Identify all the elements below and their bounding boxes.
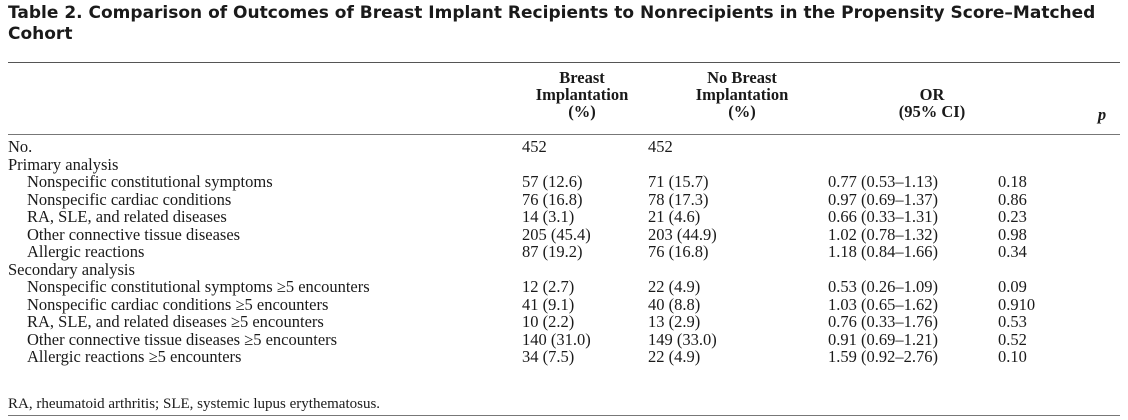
row-label: RA, SLE, and related diseases ≥5 encount…: [27, 312, 324, 331]
breast-implantation-value: 76 (16.8): [522, 189, 583, 209]
header-p: p: [1097, 105, 1107, 124]
no-breast-implantation-value: [648, 261, 828, 279]
row-label: Other connective tissue diseases ≥5 enco…: [27, 329, 338, 349]
p-value: 0.09: [998, 277, 1027, 296]
or-ci-value: 0.91 (0.69–1.21): [828, 329, 938, 349]
row-label: Nonspecific cardiac conditions ≥5 encoun…: [27, 294, 329, 314]
breast-implantation-value: 12 (2.7): [522, 277, 575, 296]
p-value: 0.98: [998, 224, 1027, 244]
table-row: Other connective tissue diseases 205 (45.…: [8, 224, 1078, 244]
no-breast-implantation-value: 40 (8.8): [648, 294, 701, 314]
table-row: No. 452 452: [8, 138, 1078, 156]
p-value: [998, 138, 1078, 156]
breast-implantation-value: 41 (9.1): [522, 294, 575, 314]
no-breast-implantation-value: 21 (4.6): [648, 207, 701, 226]
table-row: Other connective tissue diseases ≥5 enco…: [8, 329, 1078, 349]
p-value: 0.23: [998, 207, 1027, 226]
table-row: Nonspecific cardiac conditions ≥5 encoun…: [8, 294, 1078, 314]
breast-implantation-value: 140 (31.0): [522, 329, 591, 349]
header-or: OR (95% CI): [862, 86, 1002, 120]
header-line: (%): [728, 102, 756, 121]
table-row: Primary analysis: [8, 154, 1078, 174]
breast-implantation-value: 34 (7.5): [522, 347, 575, 366]
row-label: Nonspecific constitutional symptoms: [27, 172, 273, 191]
breast-implantation-value: 205 (45.4): [522, 224, 591, 244]
or-ci-value: 1.03 (0.65–1.62): [828, 294, 938, 314]
breast-implantation-value: 10 (2.2): [522, 312, 575, 331]
or-ci-value: 0.77 (0.53–1.13): [828, 172, 938, 191]
bottom-rule: [8, 415, 1120, 416]
or-ci-value: [828, 138, 998, 156]
table-row: Allergic reactions 87 (19.2) 76 (16.8) 1.18…: [8, 243, 1078, 261]
p-value: 0.34: [998, 242, 1027, 261]
or-ci-value: 0.66 (0.33–1.31): [828, 207, 938, 226]
footnote: RA, rheumatoid arthritis; SLE, systemic …: [8, 396, 381, 412]
no-breast-implantation-value: 78 (17.3): [648, 189, 709, 209]
or-ci-value: 0.53 (0.26–1.09): [828, 277, 938, 296]
p-value: 0.18: [998, 172, 1027, 191]
breast-implantation-value: [522, 261, 648, 279]
p-value: 0.10: [998, 347, 1027, 366]
header-line: (%): [568, 102, 596, 121]
header-rule: [8, 134, 1120, 135]
no-breast-implantation-value: 76 (16.8): [648, 242, 709, 261]
breast-implantation-value: 57 (12.6): [522, 172, 583, 191]
breast-implantation-value: 452: [522, 137, 547, 156]
p-value: 0.86: [998, 189, 1027, 209]
header-line: Implantation: [695, 85, 789, 104]
no-breast-implantation-value: 149 (33.0): [648, 329, 717, 349]
row-label: Primary analysis: [8, 154, 119, 174]
table-row: RA, SLE, and related diseases ≥5 encount…: [8, 313, 1078, 331]
or-ci-value: 0.76 (0.33–1.76): [828, 312, 938, 331]
outcomes-table: No. 452 452 Primary analysis Nonspecific con…: [8, 138, 1078, 366]
table-title: Table 2. Comparison of Outcomes of Breas…: [8, 3, 1096, 44]
no-breast-implantation-value: [648, 156, 828, 174]
row-label: Allergic reactions: [27, 242, 145, 261]
row-label: No.: [8, 137, 33, 156]
or-ci-value: 1.18 (0.84–1.66): [828, 242, 938, 261]
table-row: Secondary analysis: [8, 259, 1078, 279]
p-value: 0.53: [998, 312, 1027, 331]
no-breast-implantation-value: 71 (15.7): [648, 172, 709, 191]
header-line: Breast: [559, 68, 605, 87]
top-rule: [8, 62, 1120, 63]
row-label: Nonspecific constitutional symptoms ≥5 e…: [27, 277, 370, 296]
no-breast-implantation-value: 22 (4.9): [648, 277, 701, 296]
p-value: [998, 261, 1078, 279]
header-no-breast-implantation: No Breast Implantation (%): [672, 69, 812, 120]
or-ci-value: 1.59 (0.92–2.76): [828, 347, 938, 366]
table-row: RA, SLE, and related diseases 14 (3.1) 21 …: [8, 208, 1078, 226]
p-value: [998, 156, 1078, 174]
no-breast-implantation-value: 203 (44.9): [648, 224, 717, 244]
table-row: Nonspecific constitutional symptoms ≥5 e…: [8, 278, 1078, 296]
header-line: No Breast: [707, 68, 777, 87]
row-label: Nonspecific cardiac conditions: [27, 189, 232, 209]
row-label: Other connective tissue diseases: [27, 224, 241, 244]
no-breast-implantation-value: 22 (4.9): [648, 347, 701, 366]
p-value: 0.52: [998, 329, 1027, 349]
or-ci-value: 1.02 (0.78–1.32): [828, 224, 938, 244]
header-line: Implantation: [535, 85, 629, 104]
header-line: OR: [919, 85, 945, 104]
no-breast-implantation-value: 13 (2.9): [648, 312, 701, 331]
p-value: 0.910: [998, 294, 1036, 314]
row-label: Allergic reactions ≥5 encounters: [27, 347, 242, 366]
header-breast-implantation: Breast Implantation (%): [512, 69, 652, 120]
no-breast-implantation-value: 452: [648, 137, 673, 156]
table-row: Nonspecific constitutional symptoms 57 (1…: [8, 173, 1078, 191]
breast-implantation-value: [522, 156, 648, 174]
row-label: RA, SLE, and related diseases: [27, 207, 227, 226]
or-ci-value: 0.97 (0.69–1.37): [828, 189, 938, 209]
table-row: Nonspecific cardiac conditions 76 (16.8) 7…: [8, 189, 1078, 209]
breast-implantation-value: 14 (3.1): [522, 207, 575, 226]
breast-implantation-value: 87 (19.2): [522, 242, 583, 261]
or-ci-value: [828, 156, 998, 174]
table-row: Allergic reactions ≥5 encounters 34 (7.5)…: [8, 348, 1078, 366]
row-label: Secondary analysis: [8, 259, 135, 279]
table-body: No. 452 452 Primary analysis Nonspecific con…: [8, 138, 1078, 366]
header-line: (95% CI): [898, 102, 966, 121]
or-ci-value: [828, 261, 998, 279]
